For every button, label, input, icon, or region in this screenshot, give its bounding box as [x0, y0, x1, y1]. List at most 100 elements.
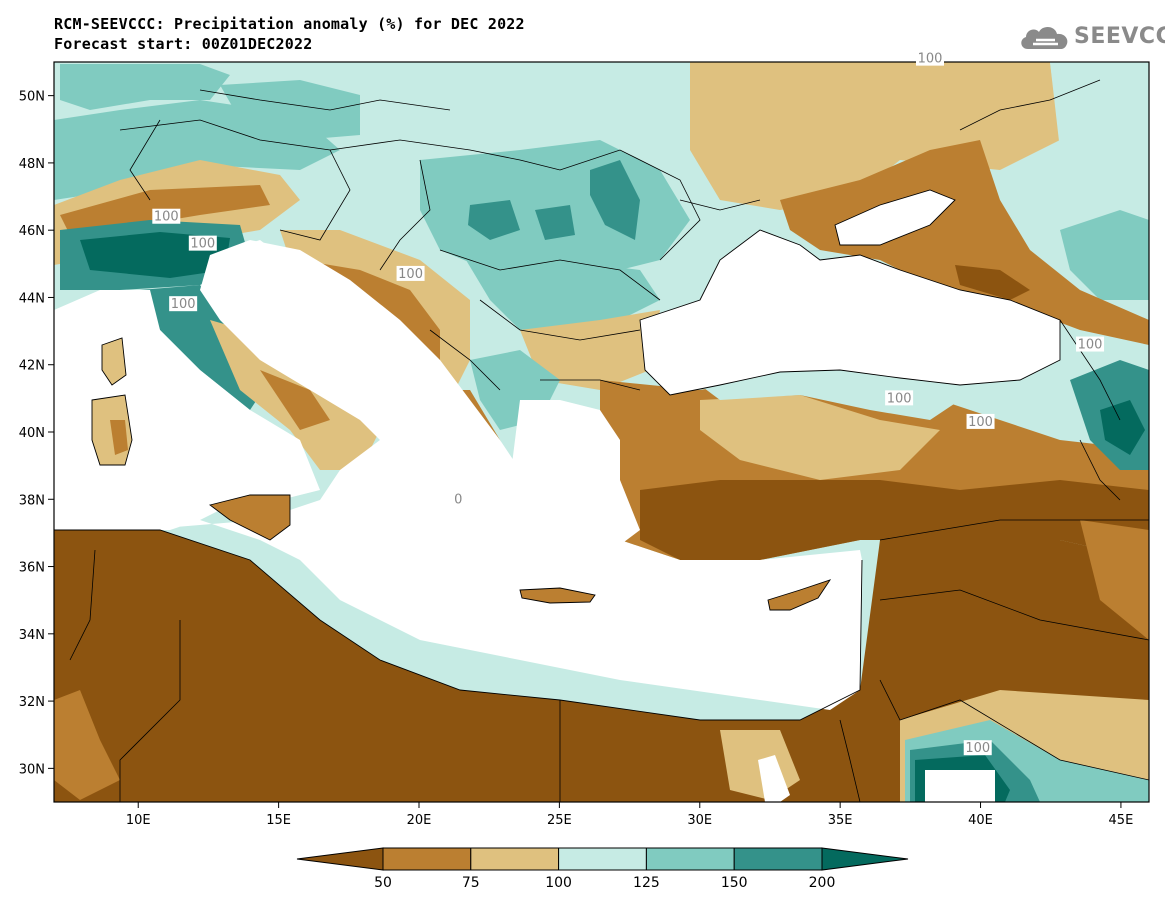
mediterranean-sea	[54, 240, 862, 710]
contour-labels: 100 100 100 100 100 100 100 100 100 0	[152, 50, 1105, 756]
contour-label-bg	[966, 413, 995, 429]
lat-tick-label: 32N	[19, 695, 45, 710]
anomaly-zone-turkey-tan	[700, 395, 940, 480]
contour-label-bg	[152, 208, 181, 224]
coastlines	[54, 189, 1061, 721]
contour-label-text: 100	[171, 297, 196, 312]
lon-tick-label: 45E	[1109, 813, 1134, 828]
contour-label: 100	[169, 296, 198, 312]
missing-data-patch	[925, 770, 995, 802]
contour-label-text: 100	[968, 415, 993, 430]
contour-label-text: 100	[190, 237, 215, 252]
lat-tick-label: 48N	[19, 157, 45, 172]
anomaly-zone-caucasus-dark	[955, 265, 1030, 300]
contour-label-bg	[1076, 336, 1105, 352]
azov-sea	[835, 190, 955, 245]
logo-text: SEEVCCC	[1074, 24, 1165, 49]
contour-label: 100	[396, 265, 425, 282]
lat-tick-label: 30N	[19, 762, 45, 777]
contour-label: 100	[966, 413, 995, 430]
black-sea	[640, 230, 1060, 395]
lon-tick-label: 10E	[126, 813, 151, 828]
title-line-1: RCM-SEEVCCC: Precipitation anomaly (%) f…	[54, 15, 525, 33]
country-borders	[69, 79, 1149, 802]
lat-tick-label: 44N	[19, 291, 45, 306]
seevccc-logo: SEEVCCC	[1018, 22, 1165, 56]
contour-label-bg	[885, 390, 914, 406]
anomaly-zone-russia-green	[1060, 210, 1149, 300]
contour-label: 0	[452, 491, 465, 507]
colorbar-segment	[733, 847, 823, 871]
colorbar-label: 100	[545, 875, 572, 891]
anomaly-zone-africa-dark	[54, 530, 1149, 802]
adriatic-sea	[230, 240, 420, 410]
lat-tick-label: 42N	[19, 359, 45, 374]
contour-label-text: 100	[965, 741, 990, 756]
lon-tick-label: 35E	[828, 813, 853, 828]
contour-label-text: 100	[1078, 338, 1103, 353]
anomaly-zone-crimea-brown	[780, 140, 1149, 345]
contour-label-text: 100	[887, 391, 912, 406]
colorbar-segment	[470, 847, 560, 871]
contour-label-bg	[916, 50, 944, 66]
corsica	[102, 338, 126, 385]
lat-tick-label: 38N	[19, 493, 45, 508]
red-sea-gulf	[758, 755, 790, 802]
colorbar-arrow-left	[296, 847, 384, 871]
lat-tick-label: 50N	[19, 90, 45, 105]
colorbar-label: 200	[809, 875, 836, 891]
lon-tick-label: 25E	[547, 813, 572, 828]
contour-label-bg	[963, 740, 992, 756]
cyprus	[768, 580, 830, 610]
anomaly-zone-poland-green	[220, 80, 360, 140]
lon-tick-label: 30E	[687, 813, 712, 828]
contour-label: 100	[1076, 336, 1105, 353]
latitude-axis: 30N 32N 34N 36N 38N 40N 42N 44N 46N 48N 50N	[19, 90, 54, 777]
colorbar-segment	[645, 847, 735, 871]
lat-tick-label: 46N	[19, 224, 45, 239]
lon-tick-label: 15E	[266, 813, 291, 828]
title-line-2: Forecast start: 00Z01DEC2022	[54, 35, 313, 53]
colorbar: 50 75 100 125 150 200	[296, 847, 909, 891]
anomaly-zone-romania-teal	[590, 160, 640, 240]
colorbar-label: 75	[462, 875, 480, 891]
colorbar-label: 50	[374, 875, 392, 891]
crete	[520, 588, 595, 603]
contour-label: 100	[963, 740, 992, 756]
anomaly-zone-hungary-teal	[468, 200, 520, 240]
anomaly-zone-germany-green	[60, 64, 230, 110]
lon-tick-label: 40E	[968, 813, 993, 828]
sicily	[210, 495, 290, 540]
map-title: RCM-SEEVCCC: Precipitation anomaly (%) f…	[54, 14, 525, 54]
contour-label-bg	[452, 491, 465, 507]
contour-label-text: 100	[154, 210, 179, 225]
contour-label-text: 0	[454, 492, 462, 507]
lon-tick-label: 20E	[407, 813, 432, 828]
sardinia-inner	[110, 420, 128, 455]
aegean-sea	[510, 400, 640, 560]
contour-label: 100	[188, 235, 217, 252]
anomaly-zone-turkey-light	[700, 370, 960, 420]
anomaly-zone-italy-brown	[260, 370, 330, 430]
colorbar-arrow-right	[821, 847, 909, 871]
colorbar-segment	[558, 847, 647, 871]
anomaly-zone-serbia-teal	[535, 205, 575, 240]
lat-tick-label: 36N	[19, 561, 45, 576]
lat-tick-label: 40N	[19, 426, 45, 441]
anomaly-zone-ukraine-tan	[690, 62, 1060, 210]
anomaly-zone-romania-green	[460, 250, 660, 330]
contour-label: 100	[885, 390, 914, 406]
contour-label-bg	[188, 235, 217, 251]
contour-label-text: 100	[918, 52, 943, 67]
anomaly-zone-georgia-dark	[1100, 400, 1145, 455]
contour-label-bg	[169, 296, 198, 312]
contour-label-bg	[396, 265, 425, 281]
contour-label-text: 100	[398, 267, 423, 282]
anomaly-zone-bulgaria-tan	[520, 310, 660, 390]
anomaly-zone-tunisia-brown	[54, 690, 120, 800]
colorbar-label: 125	[633, 875, 660, 891]
anomaly-zone-iraq-brown	[1080, 520, 1149, 640]
colorbar-label: 150	[721, 875, 748, 891]
contour-label: 100	[152, 208, 181, 225]
